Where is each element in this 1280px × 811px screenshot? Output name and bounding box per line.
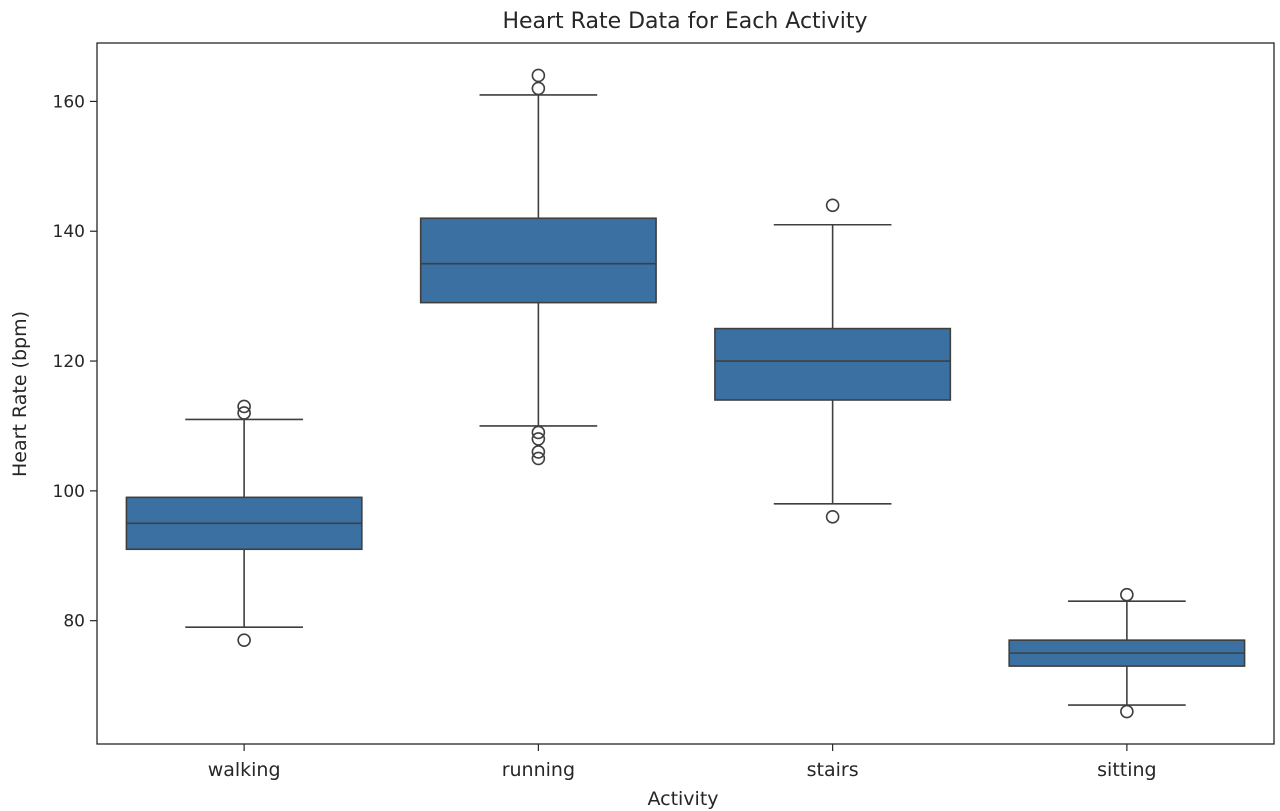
- outlier-point: [531, 425, 546, 440]
- x-axis-label: Activity: [647, 788, 718, 810]
- outlier-point: [237, 406, 251, 420]
- iqr-box: [714, 327, 952, 401]
- outlier-point: [531, 81, 546, 96]
- outlier-point: [531, 445, 546, 459]
- outlier-point: [531, 451, 546, 466]
- x-tick-label: running: [502, 759, 575, 781]
- box-group-walking: [125, 399, 363, 647]
- outlier-point: [531, 432, 546, 446]
- y-tick-label: 120: [53, 352, 85, 372]
- outlier-point: [531, 68, 546, 83]
- y-axis-label: Heart Rate (bpm): [9, 311, 31, 477]
- plot-frame: [96, 42, 1275, 745]
- iqr-box: [419, 217, 657, 304]
- x-axis: walking running stairs sitting: [208, 744, 1157, 781]
- y-axis: 80 100 120 140 160: [53, 92, 97, 632]
- x-tick-label: walking: [208, 759, 281, 781]
- x-tick-label: sitting: [1097, 759, 1156, 781]
- box-group-stairs: [714, 198, 952, 524]
- outlier-point: [825, 510, 840, 524]
- outlier-point: [237, 399, 251, 414]
- outlier-point: [825, 198, 840, 213]
- outlier-point: [1120, 587, 1134, 602]
- y-tick-label: 100: [53, 482, 85, 502]
- chart-title: Heart Rate Data for Each Activity: [502, 9, 867, 34]
- outlier-point: [1120, 704, 1134, 719]
- y-tick-label: 80: [63, 612, 85, 632]
- plot-area: [125, 68, 1246, 719]
- outlier-point: [237, 633, 251, 647]
- y-tick-label: 140: [53, 222, 85, 242]
- box-group-sitting: [1008, 587, 1246, 719]
- box-group-running: [419, 68, 657, 466]
- x-tick-label: stairs: [807, 759, 859, 781]
- y-tick-label: 160: [53, 92, 85, 112]
